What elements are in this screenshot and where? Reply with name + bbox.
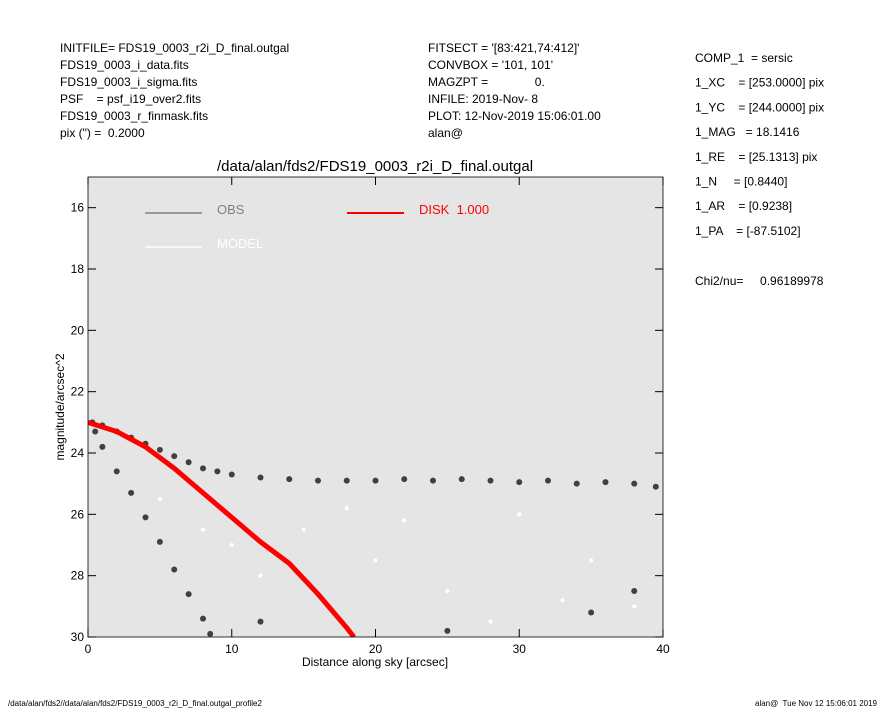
data-point [545,477,551,484]
data-point [185,459,192,466]
x-tick-label: 0 [85,642,92,656]
footer-right: alan@ Tue Nov 12 15:06:01 2019 [755,699,878,708]
data-point [157,497,162,501]
header-line: 1_MAG = 18.1416 [695,125,800,139]
data-point [128,489,135,496]
data-point [207,630,214,637]
header-line: PLOT: 12-Nov-2019 15:06:01.00 [428,109,601,123]
data-point [487,477,494,484]
data-point [573,480,580,487]
data-point [652,483,659,490]
data-point [516,479,523,486]
x-axis-label: Distance along sky [arcsec] [302,655,448,669]
data-point [229,543,234,547]
x-tick-label: 40 [656,642,670,656]
data-point [258,573,263,578]
header-line: 1_PA = [-87.5102] [695,224,801,238]
data-point [588,609,595,616]
legend-label: MODEL [217,236,263,251]
data-point [92,428,99,435]
y-tick-label: 16 [71,201,85,215]
data-point [171,453,178,460]
data-point [372,477,379,484]
header-line: INITFILE= FDS19_0003_r2i_D_final.outgal [60,41,289,55]
data-point [286,476,293,483]
x-tick-label: 30 [513,642,527,656]
data-point [488,619,493,624]
header-line: FDS19_0003_i_sigma.fits [60,75,197,89]
data-point [517,512,522,517]
header-line: INFILE: 2019-Nov- 8 [428,92,538,106]
data-point [458,476,465,483]
data-point [113,468,120,475]
header-line: PSF = psf_i19_over2.fits [60,92,201,106]
data-point [214,468,221,475]
x-tick-label: 20 [369,642,383,656]
header-line: 1_XC = [253.0000] pix [695,76,824,90]
header-line: 1_YC = [244.0000] pix [695,100,824,114]
data-point [200,465,206,472]
header-line: FITSECT = '[83:421,74:412]' [428,41,579,55]
data-point [201,527,205,532]
y-tick-label: 30 [71,630,85,644]
header-line: pix (") = 0.2000 [60,126,145,140]
data-point [142,514,149,521]
legend-label: OBS [217,202,245,217]
header-line: alan@ [428,126,463,140]
data-point [373,558,378,563]
data-point [602,479,609,486]
data-point [156,538,163,545]
data-point [430,477,436,484]
data-point [99,443,106,450]
data-point [185,591,192,598]
legend-label: DISK 1.000 [419,202,489,217]
data-point [589,558,594,563]
chart-title: /data/alan/fds2/FDS19_0003_r2i_D_final.o… [217,158,533,175]
footer-left: /data/alan/fds2//data/alan/fds2/FDS19_00… [8,699,263,708]
data-point [200,615,206,622]
data-point [315,477,321,484]
model-line [88,419,356,637]
x-tick-label: 10 [225,642,239,656]
header-line: 1_AR = [0.9238] [695,199,792,213]
y-tick-label: 20 [71,323,85,337]
data-point [632,604,637,609]
y-tick-label: 18 [71,262,85,276]
header-line: FDS19_0003_r_finmask.fits [60,109,208,123]
y-tick-label: 24 [71,446,85,460]
header-line: 1_N = [0.8440] [695,175,787,189]
data-point [445,589,450,593]
data-point [560,598,565,603]
y-tick-label: 22 [71,385,85,399]
plot-content [88,419,659,637]
y-axis-label: magnitude/arcsec^2 [53,353,67,460]
header-line: MAGZPT = 0. [428,75,545,89]
data-point [631,480,638,487]
y-tick-label: 26 [71,507,85,521]
data-point [257,618,264,625]
data-point [402,518,407,523]
data-point [344,506,349,511]
data-point [343,477,350,484]
data-point [171,566,178,573]
data-point [156,446,163,453]
data-point [631,588,638,594]
data-point [228,471,235,478]
header-line: CONVBOX = '101, 101' [428,58,553,72]
data-point [401,476,408,483]
data-point [301,527,306,532]
chi2: Chi2/nu= 0.96189978 [695,274,824,288]
data-point [444,627,451,634]
header-line: FDS19_0003_i_data.fits [60,58,189,72]
data-point [257,474,264,481]
header-line: COMP_1 = sersic [695,51,793,65]
y-tick-label: 28 [71,569,85,583]
header-line: 1_RE = [25.1313] pix [695,150,817,164]
